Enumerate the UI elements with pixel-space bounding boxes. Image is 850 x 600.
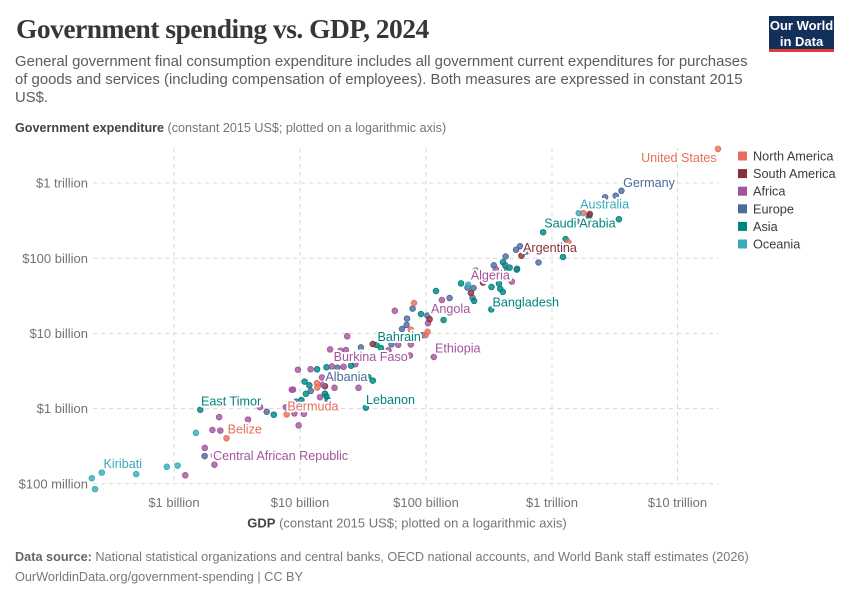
svg-text:$1 billion: $1 billion [148, 495, 199, 510]
svg-text:Angola: Angola [431, 302, 470, 316]
svg-text:$1 trillion: $1 trillion [526, 495, 578, 510]
svg-text:Asia: Asia [753, 220, 779, 234]
svg-text:Bangladesh: Bangladesh [493, 295, 560, 309]
svg-text:South America: South America [753, 167, 836, 181]
svg-text:Saudi Arabia: Saudi Arabia [544, 216, 615, 230]
svg-text:Bermuda: Bermuda [287, 399, 338, 413]
svg-text:Australia: Australia [580, 198, 629, 212]
svg-text:$100 billion: $100 billion [22, 251, 88, 266]
svg-text:Argentina: Argentina [523, 241, 577, 255]
svg-text:Central African Republic: Central African Republic [213, 449, 348, 463]
svg-text:$100 million: $100 million [19, 476, 88, 491]
svg-text:Europe: Europe [753, 202, 794, 216]
svg-text:North America: North America [753, 150, 834, 164]
svg-text:Albania: Albania [325, 370, 367, 384]
svg-text:Ethiopia: Ethiopia [435, 342, 481, 356]
svg-text:Burkina Faso: Burkina Faso [334, 350, 408, 364]
svg-text:Kiribati: Kiribati [104, 457, 143, 471]
svg-text:Africa: Africa [753, 185, 786, 199]
svg-text:Belize: Belize [228, 422, 262, 436]
svg-text:$1 trillion: $1 trillion [36, 176, 88, 191]
svg-text:$100 billion: $100 billion [393, 495, 459, 510]
svg-text:Oceania: Oceania [753, 238, 801, 252]
svg-text:$1 billion: $1 billion [37, 401, 88, 416]
svg-text:$10 billion: $10 billion [29, 326, 88, 341]
svg-text:Bahrain: Bahrain [378, 330, 421, 344]
svg-text:GDP (constant 2015 US$; plotte: GDP (constant 2015 US$; plotted on a log… [247, 516, 566, 531]
svg-text:$10 billion: $10 billion [271, 495, 330, 510]
svg-text:Lebanon: Lebanon [366, 393, 415, 407]
svg-text:East Timor: East Timor [201, 395, 261, 409]
svg-text:Algeria: Algeria [471, 269, 510, 283]
svg-text:$10 trillion: $10 trillion [648, 495, 707, 510]
svg-text:United States: United States [641, 151, 717, 165]
svg-text:Germany: Germany [623, 176, 675, 190]
